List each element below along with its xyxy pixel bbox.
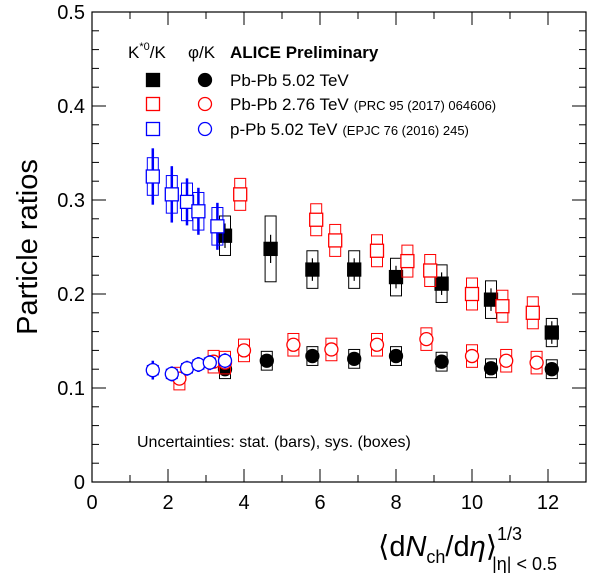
x-tick-label: 12: [537, 492, 559, 514]
legend: K*0/K φ/K ALICE Preliminary Pb-Pb 5.02 T…: [128, 41, 496, 139]
x-axis-title: ⟨dNch/dη⟩1/3 |η| < 0.5: [378, 524, 557, 573]
legend-square-marker: [145, 96, 161, 112]
data-point: [525, 305, 540, 320]
plot-marks: [145, 148, 559, 391]
legend-entry: Pb-Pb 2.76 TeV (PRC 95 (2017) 064606): [145, 95, 496, 114]
data-point: [529, 355, 544, 370]
data-point: [259, 353, 274, 368]
data-point: [544, 325, 559, 340]
data-point: [309, 212, 324, 227]
data-point: [369, 337, 385, 352]
legend-label: Pb-Pb 5.02 TeV: [230, 71, 349, 90]
data-point: [419, 331, 434, 347]
legend-circle-marker: [197, 72, 213, 88]
data-point: [434, 354, 449, 369]
x-tick-label: 4: [238, 492, 249, 514]
data-point: [236, 343, 252, 358]
data-point: [464, 286, 480, 302]
data-point: [233, 187, 248, 202]
axes: 0 2 4 6 8 10 12 0 0.1 0.2 0.3 0.4 0.5: [57, 2, 587, 514]
uncertainty-note: Uncertainties: stat. (bars), sys. (boxes…: [137, 434, 411, 451]
data-point: [145, 362, 160, 378]
data-point: [164, 187, 179, 202]
legend-square-marker: [145, 72, 161, 88]
data-point: [544, 362, 559, 377]
data-point: [263, 241, 278, 257]
data-point: [286, 337, 301, 352]
y-tick-label: 0.4: [57, 96, 85, 118]
data-point: [483, 361, 499, 376]
data-point: [191, 204, 206, 219]
x-tick-label: 6: [314, 492, 325, 514]
y-tick-label: 0.1: [57, 378, 85, 400]
legend-label: p-Pb 5.02 TeV (EPJC 76 (2016) 245): [230, 120, 469, 139]
y-axis-title: Particle ratios: [12, 159, 44, 335]
x-tick-label: 0: [86, 492, 97, 514]
series-5: [145, 353, 233, 382]
experiment-label: ALICE Preliminary: [230, 43, 379, 62]
legend-circle-marker: [197, 96, 213, 112]
data-point: [369, 243, 385, 258]
y-tick-label: 0: [74, 472, 85, 494]
data-point: [388, 269, 404, 285]
legend-entry: p-Pb 5.02 TeV (EPJC 76 (2016) 245): [145, 120, 469, 139]
legend-label: Pb-Pb 2.76 TeV (PRC 95 (2017) 064606): [230, 95, 496, 114]
x-tick-label: 10: [461, 492, 483, 514]
data-point: [324, 342, 339, 357]
data-point: [217, 353, 233, 368]
legend-entry: Pb-Pb 5.02 TeV: [145, 71, 349, 90]
data-point: [305, 262, 320, 277]
data-point: [328, 233, 343, 248]
data-point: [210, 219, 225, 234]
plot-frame: [91, 11, 587, 483]
legend-square-marker: [145, 121, 161, 137]
legend-header-phi: φ/K: [188, 43, 216, 62]
y-tick-label: 0.3: [57, 190, 85, 212]
data-point: [164, 366, 179, 382]
data-point: [464, 348, 480, 364]
x-tick-label: 2: [162, 492, 173, 514]
data-point: [145, 169, 160, 184]
data-point: [347, 262, 362, 277]
data-point: [434, 276, 449, 291]
y-tick-label: 0.2: [57, 284, 85, 306]
data-point: [388, 348, 404, 364]
data-point: [423, 263, 438, 278]
series-0: [217, 215, 559, 348]
data-point: [499, 353, 514, 368]
legend-circle-marker: [197, 121, 213, 137]
legend-header-kstar: K*0/K: [128, 41, 166, 62]
x-tick-label: 8: [390, 492, 401, 514]
y-tick-label: 0.5: [57, 2, 85, 24]
data-point: [305, 348, 320, 364]
series-2: [233, 177, 540, 330]
data-point: [179, 194, 195, 210]
data-point: [202, 355, 217, 370]
data-point: [400, 253, 415, 269]
data-point: [347, 351, 362, 367]
data-point: [495, 299, 510, 314]
series-4: [145, 148, 225, 250]
